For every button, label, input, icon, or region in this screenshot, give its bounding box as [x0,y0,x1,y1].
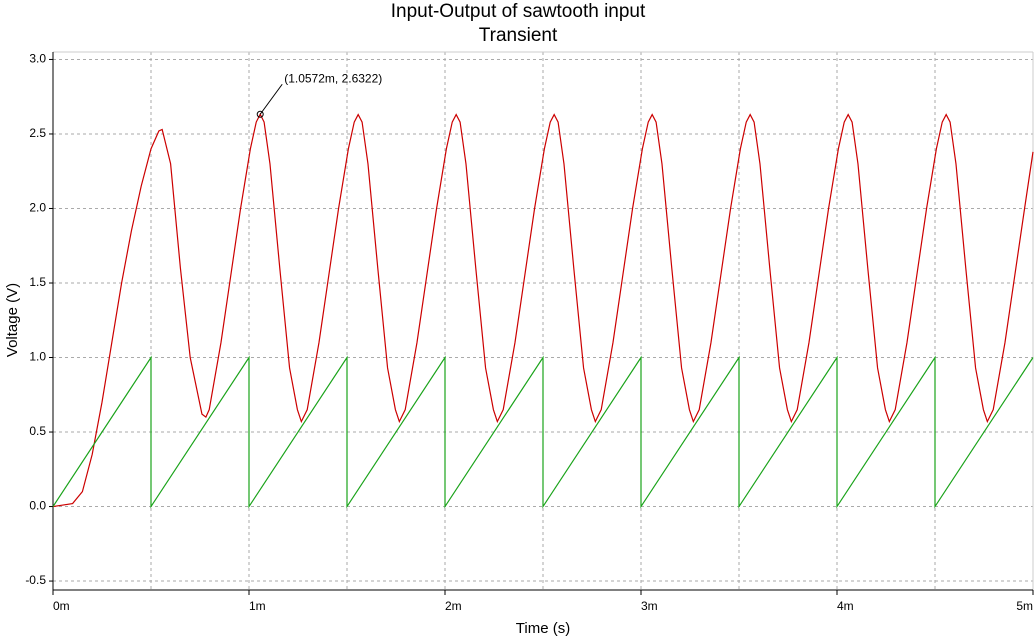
x-tick-label: 1m [249,599,266,613]
x-tick-label: 3m [641,599,658,613]
annotation-leader [259,83,283,115]
series-line [52,355,1034,509]
y-tick-label: 1.0 [29,350,46,364]
y-axis-label: Voltage (V) [4,283,21,357]
y-tick-label: 2.0 [29,201,46,215]
y-tick-label: 2.5 [29,126,46,140]
y-tick-label: 0.5 [29,424,46,438]
x-axis-label: Time (s) [516,620,570,637]
chart-title: Input-Output of sawtooth input [391,1,646,22]
chart-subtitle: Transient [479,25,558,46]
x-tick-label: 0m [53,599,70,613]
y-tick-label: -0.5 [25,573,46,587]
series-line [52,112,1034,508]
y-tick-label: 1.5 [29,275,46,289]
y-tick-label: 0.0 [29,499,46,513]
annotation-point [256,110,264,118]
x-tick-label: 5m [1016,599,1033,613]
x-tick-label: 4m [837,599,854,613]
annotation-text: (1.0572m, 2.6322) [284,71,382,85]
x-tick-label: 2m [445,599,462,613]
y-tick-label: 3.0 [29,52,46,66]
